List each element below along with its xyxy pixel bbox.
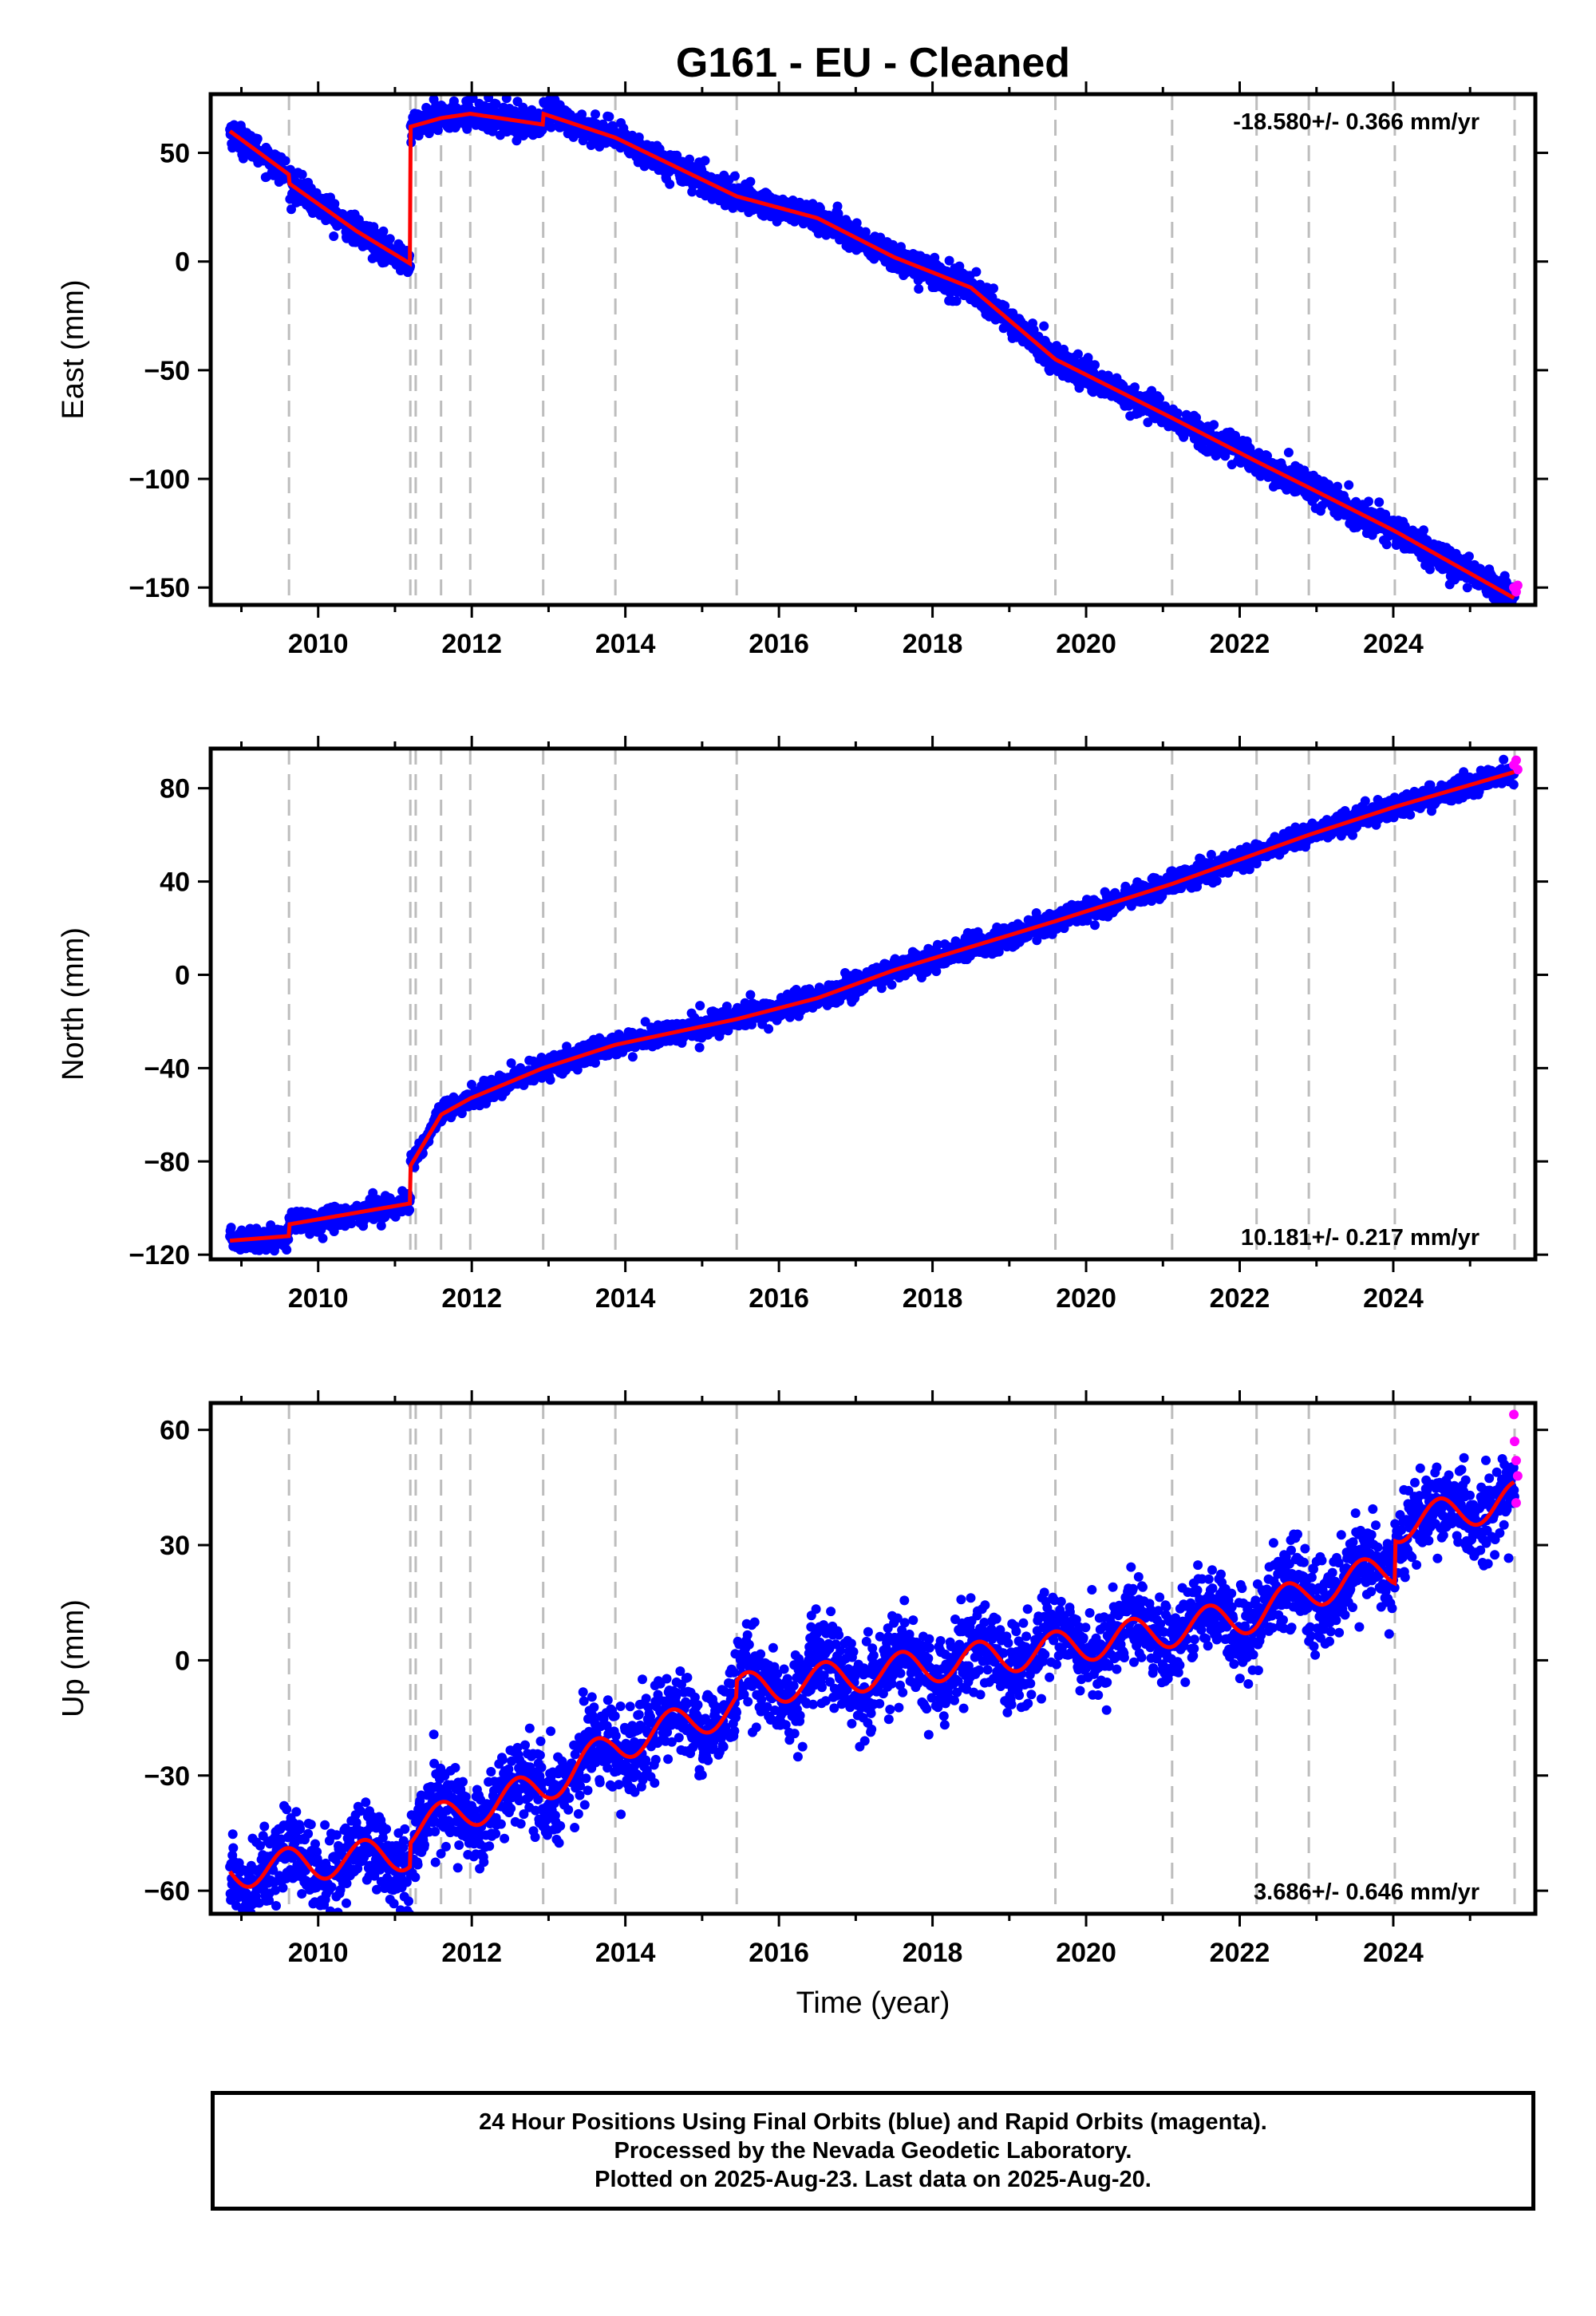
data-point [1344, 480, 1354, 490]
data-point [832, 201, 843, 211]
x-tick-label: 2012 [441, 629, 502, 659]
data-point [1090, 360, 1100, 370]
data-point [1181, 409, 1191, 420]
x-tick-label: 2018 [903, 629, 963, 659]
y-tick-label: −150 [128, 573, 190, 603]
data-point [512, 136, 522, 146]
data-point [887, 980, 897, 990]
data-point [280, 156, 290, 166]
data-point [1155, 393, 1165, 404]
y-tick-label: 0 [175, 247, 190, 278]
data-point [368, 1188, 378, 1198]
x-tick-label: 2016 [749, 629, 809, 659]
data-point [1073, 349, 1083, 359]
data-point [1209, 420, 1219, 430]
data-point [1262, 451, 1272, 461]
data-point [1333, 481, 1342, 492]
data-point [346, 1219, 357, 1229]
data-point [914, 284, 924, 294]
x-tick-label: 2024 [1363, 629, 1424, 659]
data-point [591, 109, 600, 120]
data-point [1374, 497, 1385, 508]
data-point [282, 1245, 292, 1255]
data-point [318, 1233, 328, 1243]
data-point [951, 296, 962, 306]
data-point [694, 1042, 705, 1053]
data-point [1130, 382, 1140, 393]
data-point [1172, 408, 1183, 418]
data-point [1505, 607, 1515, 617]
y-tick-label: −100 [128, 464, 190, 495]
data-point [286, 204, 296, 215]
data-point [851, 218, 862, 228]
data-point [1364, 496, 1373, 507]
y-tick-label: −50 [144, 356, 190, 386]
data-point [330, 199, 340, 209]
x-tick-label: 2010 [288, 629, 349, 659]
data-point [695, 1001, 705, 1011]
y-tick-label: 50 [160, 139, 190, 169]
data-point [1381, 539, 1392, 550]
data-point [405, 1205, 415, 1215]
data-point [1464, 551, 1474, 562]
data-point [501, 94, 512, 104]
data-point [1504, 611, 1514, 621]
data-point [1419, 525, 1428, 536]
panel-east: 50 0 −50 −100 −150 2010 2012 2014 2016 2018 2020 20… [57, 81, 1548, 659]
data-point [930, 252, 940, 263]
panels: 50 0 −50 −100 −150 2010 2012 2014 2016 2018 2020 20… [57, 81, 1548, 1968]
data-point [1000, 301, 1010, 311]
model-line [228, 111, 1515, 600]
data-point [378, 226, 389, 236]
data-point [989, 283, 998, 294]
data-point [944, 255, 954, 266]
data-point [860, 227, 871, 237]
data-point [700, 156, 710, 166]
data-point [729, 171, 740, 181]
data-point [971, 267, 982, 277]
x-tick-label: 2022 [1210, 629, 1270, 659]
data-point [1299, 465, 1310, 476]
data-point [297, 169, 307, 180]
rapid-point [1512, 580, 1523, 591]
data-point [484, 94, 494, 103]
data-point [1424, 564, 1435, 575]
data-point [506, 1058, 516, 1069]
x-tick-label: 2014 [595, 629, 656, 659]
data-point [604, 112, 614, 122]
data-point [329, 231, 339, 241]
data-point [1179, 432, 1189, 442]
data-point [627, 1052, 638, 1062]
velocity-label: -18.580+/- 0.366 mm/yr [1233, 109, 1479, 135]
y-axis-label: East (mm) [57, 279, 90, 419]
x-tick-label: 2020 [1056, 629, 1116, 659]
data-point [1143, 417, 1153, 428]
figure-title: G161 - EU - Cleaned [676, 40, 1070, 86]
data-point [1400, 521, 1410, 532]
data-point [1283, 448, 1294, 457]
final-orbit-points [225, 94, 1519, 621]
data-point [764, 1024, 774, 1034]
data-point [545, 1075, 555, 1085]
data-point [745, 990, 756, 1000]
data-point [665, 179, 675, 189]
data-point [546, 122, 556, 132]
data-point [491, 99, 501, 109]
data-point [577, 109, 587, 120]
data-point [562, 1041, 572, 1052]
data-point [745, 176, 756, 187]
data-point [1039, 321, 1049, 331]
data-point [1462, 583, 1472, 593]
data-point [385, 234, 395, 244]
data-point [252, 133, 263, 144]
plot-frame [208, 92, 1538, 607]
data-point [226, 1223, 236, 1233]
